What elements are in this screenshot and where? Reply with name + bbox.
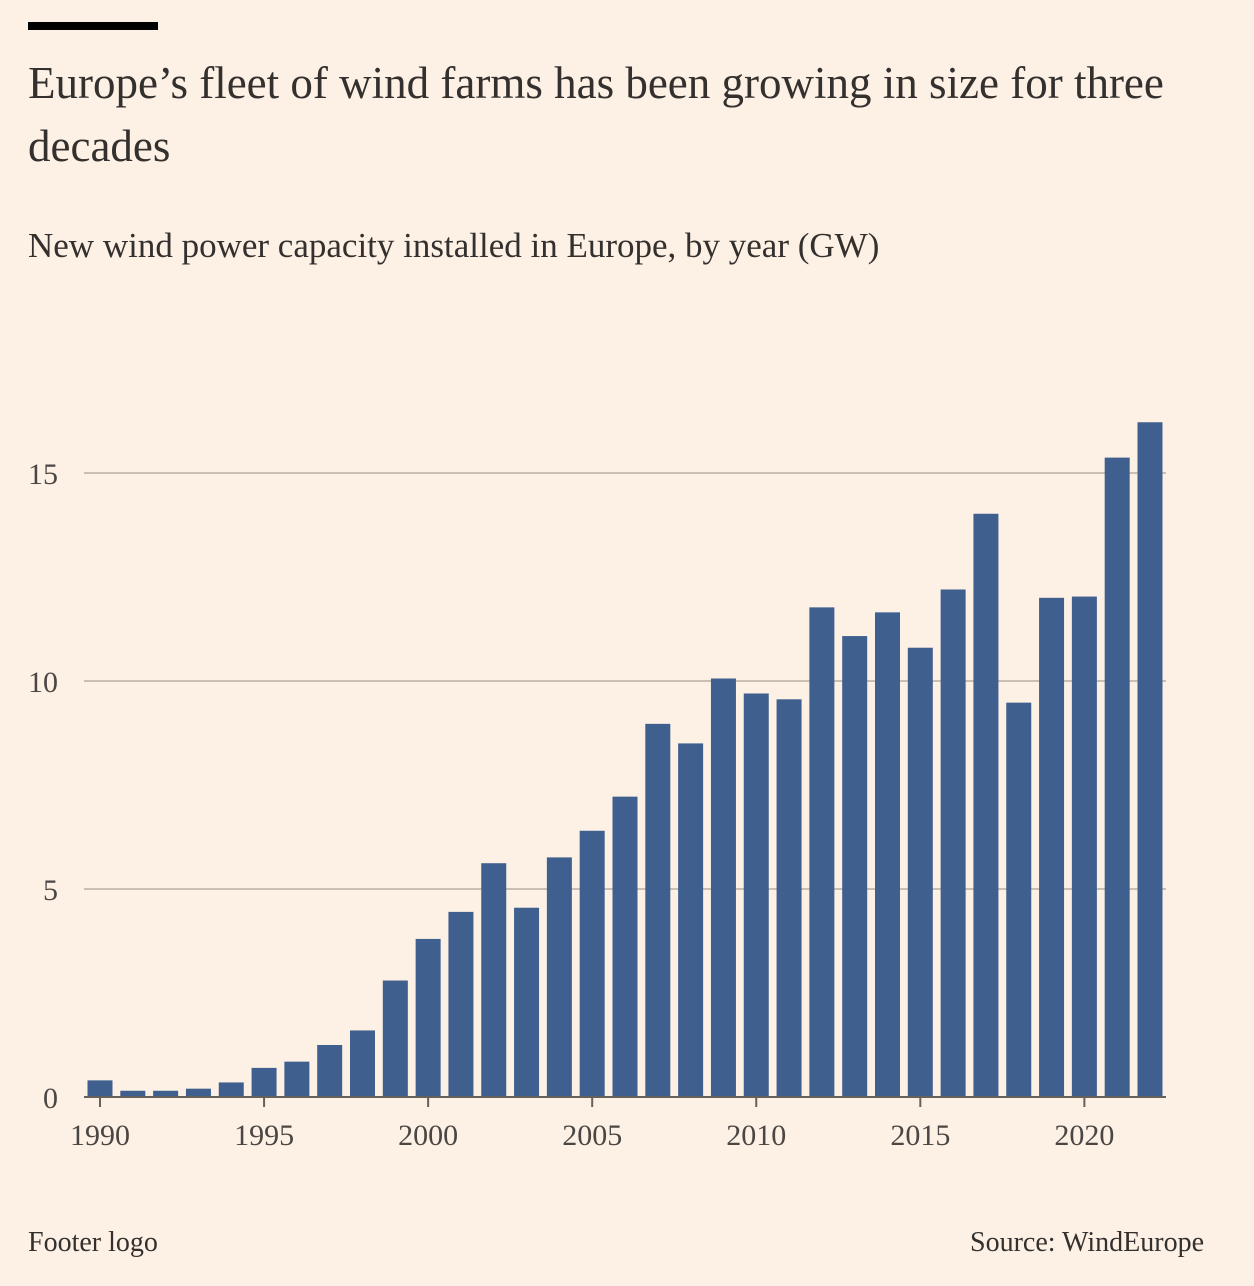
bar-1990: [87, 1080, 113, 1097]
bar-1998: [350, 1030, 375, 1097]
bar-2021: [1104, 457, 1130, 1097]
chart-subtitle: New wind power capacity installed in Eur…: [28, 226, 880, 265]
x-tick-label-2005: 2005: [562, 1119, 622, 1152]
bar-2010: [743, 693, 769, 1097]
bar-1995: [251, 1067, 277, 1097]
bar-2006: [612, 796, 638, 1097]
x-tick-label-2020: 2020: [1054, 1119, 1114, 1152]
x-tick-label-2015: 2015: [890, 1119, 950, 1152]
x-tick-label-1995: 1995: [234, 1119, 294, 1152]
bar-1996: [284, 1061, 310, 1097]
bar-2004: [546, 857, 572, 1097]
x-tick-label-1990: 1990: [70, 1119, 130, 1152]
x-tick-label-2000: 2000: [398, 1119, 458, 1152]
bar-2007: [645, 723, 671, 1097]
bar-1994: [218, 1082, 244, 1097]
bar-2016: [940, 589, 966, 1097]
bar-2019: [1039, 597, 1065, 1097]
bar-2020: [1071, 596, 1097, 1097]
bar-1992: [153, 1090, 179, 1097]
bar-2001: [448, 911, 474, 1097]
chart-title: Europe’s fleet of wind farms has been gr…: [28, 58, 1164, 171]
bar-2000: [415, 938, 441, 1097]
bar-2022: [1137, 422, 1163, 1097]
footer-logo: Footer logo: [28, 1227, 158, 1258]
y-tick-label-10: 10: [28, 666, 58, 699]
bar-2012: [809, 607, 835, 1097]
y-tick-label-0: 0: [43, 1082, 58, 1115]
bar-2017: [973, 513, 999, 1097]
bar-1999: [382, 980, 408, 1097]
y-tick-label-15: 15: [28, 458, 58, 491]
bar-1993: [185, 1088, 211, 1097]
bar-2008: [678, 743, 704, 1097]
bar-2002: [481, 863, 507, 1097]
title-accent-bar: [28, 22, 158, 30]
bar-2015: [907, 647, 933, 1097]
bar-2018: [1006, 702, 1032, 1097]
bar-2005: [579, 830, 605, 1097]
bar-1997: [317, 1045, 343, 1097]
source-note: Source: WindEurope: [970, 1227, 1204, 1258]
bar-2003: [514, 907, 540, 1097]
bar-2013: [842, 636, 868, 1097]
y-tick-label-5: 5: [43, 874, 58, 907]
bar-2011: [776, 699, 802, 1097]
bar-1991: [120, 1090, 146, 1097]
bar-2014: [875, 612, 900, 1097]
bar-2009: [710, 678, 736, 1097]
x-tick-label-2010: 2010: [726, 1119, 786, 1152]
